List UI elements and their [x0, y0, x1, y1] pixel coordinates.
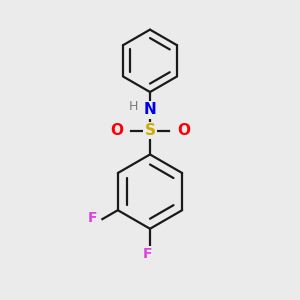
Text: O: O	[110, 123, 123, 138]
Text: H: H	[129, 100, 138, 113]
Text: O: O	[177, 123, 190, 138]
Text: F: F	[142, 247, 152, 261]
Text: S: S	[145, 123, 155, 138]
Text: N: N	[144, 102, 156, 117]
Text: F: F	[88, 211, 98, 225]
